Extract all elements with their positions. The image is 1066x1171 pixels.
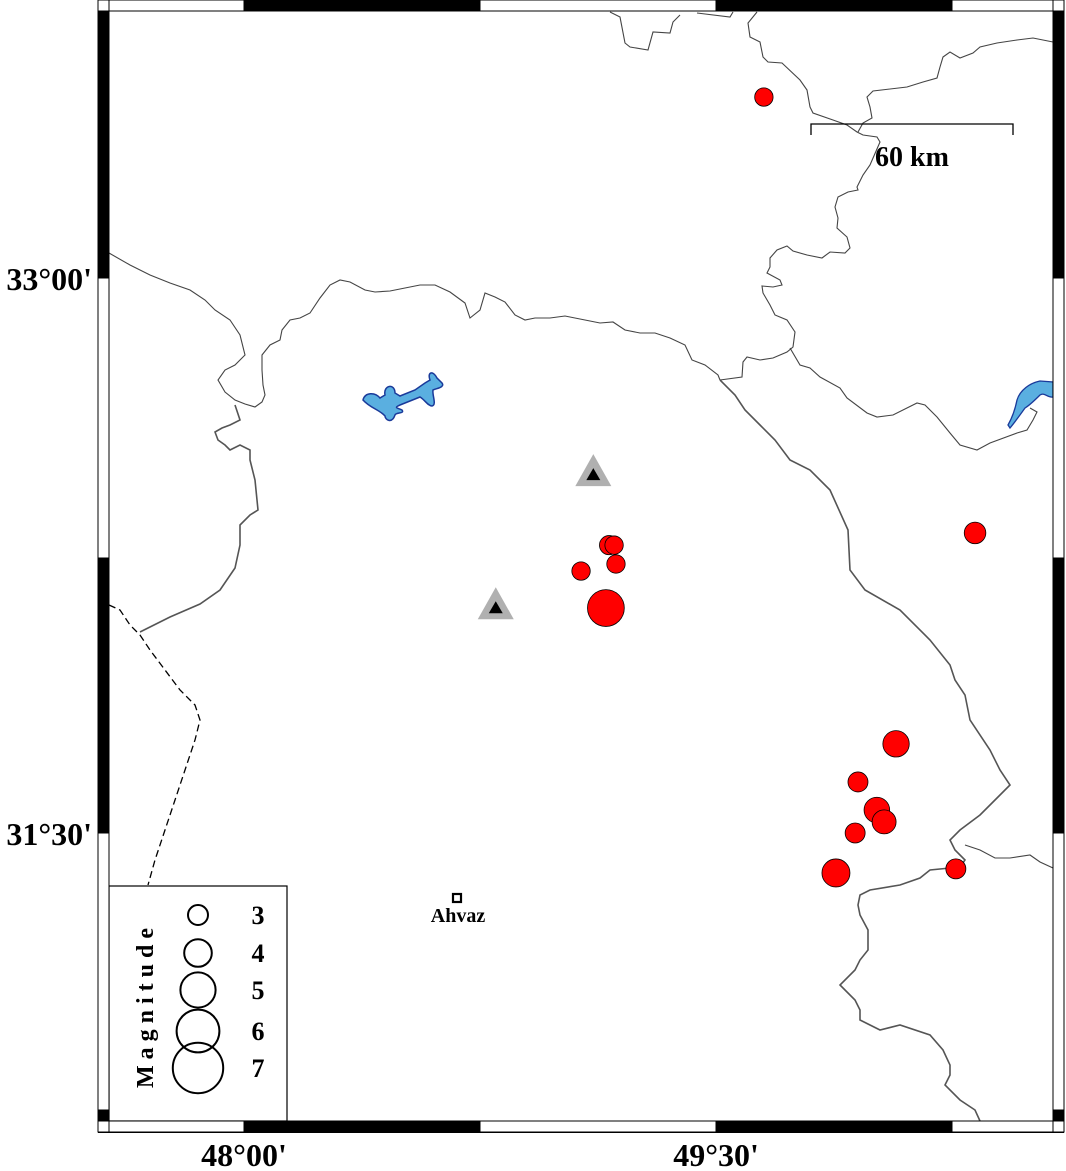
earthquake-event xyxy=(606,554,626,574)
earthquake-event xyxy=(754,87,774,107)
coast-west xyxy=(139,404,259,633)
longitude-tick-label: 49°30' xyxy=(673,1137,759,1171)
earthquake-event xyxy=(963,521,987,545)
frame-segment xyxy=(1052,277,1065,559)
legend-label: 6 xyxy=(252,1017,265,1046)
latitude-tick-label: 31°30' xyxy=(6,816,92,852)
earthquake-event xyxy=(587,589,625,627)
frame-segment xyxy=(97,1109,110,1122)
reservoir-lake-east xyxy=(1007,380,1054,430)
frame-segment xyxy=(97,277,110,559)
frame-segment xyxy=(951,0,1054,12)
frame-segment xyxy=(97,10,110,279)
events-layer xyxy=(571,87,987,888)
frame-segment xyxy=(97,832,110,1111)
province-border-top-right xyxy=(857,37,1054,133)
stations-layer xyxy=(477,454,612,620)
province-border-north xyxy=(108,252,721,408)
scale-bar: 60 km xyxy=(810,123,1014,173)
city-label: Ahvaz xyxy=(431,905,486,927)
frame-segment xyxy=(108,0,245,12)
frame-segment xyxy=(479,1120,717,1133)
legend-title: Magnitude xyxy=(133,922,159,1088)
frame-segment xyxy=(97,557,110,834)
border-southeast xyxy=(964,844,1054,869)
earthquake-event xyxy=(604,535,624,555)
frame-segment xyxy=(243,1120,481,1133)
earthquake-event xyxy=(882,730,910,758)
earthquake-event xyxy=(844,822,866,844)
earthquake-event xyxy=(571,561,591,581)
magnitude-legend: Magnitude 3 4 5 6 7 xyxy=(108,885,288,1122)
frame-segment xyxy=(715,1120,953,1133)
axis-labels: 48°00' 49°30' 33°00' 31°30' xyxy=(6,261,759,1171)
province-border-top xyxy=(609,11,681,51)
latitude-tick-label: 33°00' xyxy=(6,261,92,297)
legend-label: 7 xyxy=(252,1054,265,1083)
frame-segment xyxy=(1052,832,1065,1111)
frame-segment xyxy=(243,0,481,12)
station-core-icon xyxy=(586,468,601,481)
earthquake-event xyxy=(871,809,897,835)
earthquake-event xyxy=(847,771,869,793)
frame-segment xyxy=(1052,10,1065,279)
frame-segment xyxy=(1052,1109,1065,1122)
earthquake-event xyxy=(821,858,851,888)
city-marker-icon xyxy=(451,892,463,904)
station-core-icon xyxy=(488,601,503,614)
legend-circle-icon xyxy=(187,904,209,926)
province-border-east xyxy=(789,347,1038,451)
city-ahvaz: Ahvaz xyxy=(431,892,486,927)
frame-segment xyxy=(479,0,717,12)
frame-segment xyxy=(108,1120,245,1133)
frame-segment xyxy=(1052,557,1065,834)
province-border-northeast xyxy=(719,11,881,381)
frame-segment xyxy=(951,1120,1054,1133)
province-border-top-2 xyxy=(696,11,734,18)
international-border-dashed xyxy=(108,604,201,886)
frame-segment xyxy=(715,0,953,12)
reservoir-lake-west xyxy=(362,372,444,422)
legend-circle-icon xyxy=(175,1008,221,1054)
legend-label: 5 xyxy=(252,976,265,1005)
legend-circle-icon xyxy=(183,938,213,968)
legend-label: 4 xyxy=(252,939,265,968)
legend-circle-icon xyxy=(171,1041,225,1095)
scale-bar-label: 60 km xyxy=(875,142,949,173)
legend-label: 3 xyxy=(252,901,265,930)
earthquake-event xyxy=(945,858,967,880)
map-frame xyxy=(97,0,1065,1133)
longitude-tick-label: 48°00' xyxy=(201,1137,287,1171)
legend-circle-icon xyxy=(179,971,217,1009)
